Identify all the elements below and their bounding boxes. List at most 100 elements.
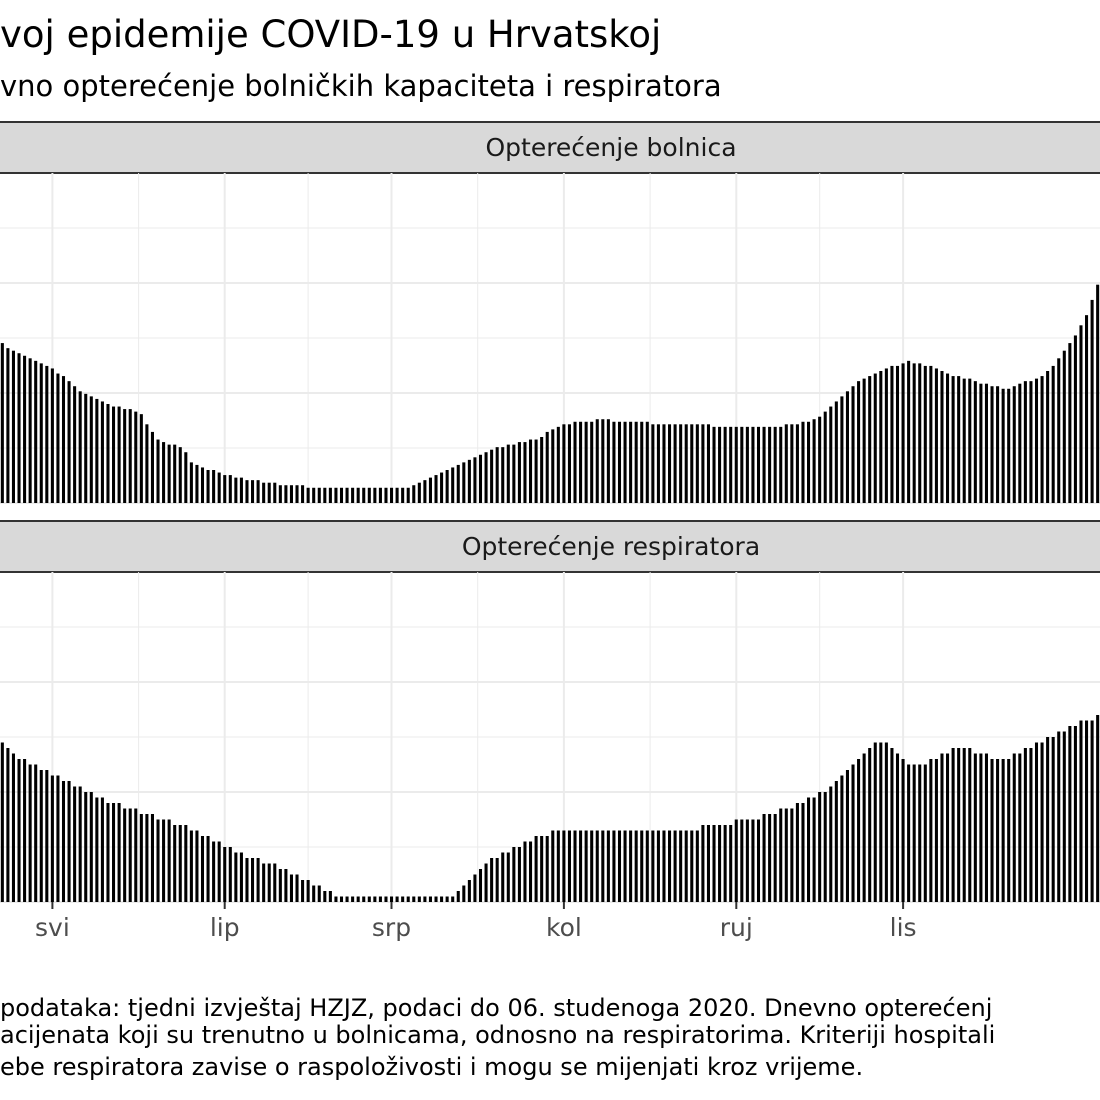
- bar: [1034, 742, 1039, 902]
- bar: [756, 426, 761, 503]
- bar: [1096, 715, 1100, 902]
- bar: [745, 426, 749, 503]
- bar: [857, 759, 861, 902]
- bar: [823, 792, 827, 902]
- bar: [112, 406, 116, 503]
- bar: [829, 406, 833, 503]
- bar: [23, 355, 27, 503]
- bar: [334, 487, 338, 503]
- bar: [946, 373, 950, 503]
- bar: [1029, 748, 1033, 902]
- bar: [34, 360, 38, 503]
- bar: [745, 819, 749, 902]
- bar: [1001, 759, 1005, 902]
- bar: [11, 753, 15, 902]
- bar: [562, 424, 566, 503]
- bar: [634, 421, 638, 503]
- bar: [984, 383, 988, 503]
- bar: [251, 858, 255, 902]
- bar: [662, 424, 666, 503]
- bar: [679, 424, 683, 503]
- bar: [573, 830, 577, 902]
- bar: [73, 386, 77, 503]
- facet-strip-hospital: [0, 121, 1100, 174]
- bar: [134, 808, 138, 902]
- bar: [517, 847, 521, 902]
- bar: [128, 409, 132, 503]
- bar: [812, 419, 816, 503]
- bar: [706, 424, 710, 503]
- bar: [634, 830, 638, 902]
- bar: [490, 858, 494, 902]
- bar: [1079, 720, 1083, 902]
- caption-line-1: podataka: tjedni izvještaj HZJZ, podaci …: [0, 994, 992, 1022]
- bar: [551, 429, 555, 503]
- bar: [339, 896, 344, 902]
- bar: [228, 475, 232, 503]
- bar: [701, 825, 705, 902]
- bar: [951, 376, 955, 503]
- bar: [551, 830, 555, 902]
- bar: [239, 477, 243, 503]
- bar: [73, 786, 77, 902]
- bar: [1079, 325, 1083, 503]
- bar: [1040, 742, 1044, 902]
- bar: [34, 764, 38, 902]
- bar: [45, 365, 49, 503]
- bar: [973, 753, 977, 902]
- bar: [996, 759, 1000, 902]
- bar: [406, 487, 410, 503]
- bar: [412, 485, 416, 503]
- bar: [50, 775, 54, 902]
- bar: [957, 376, 961, 503]
- bar: [128, 808, 132, 902]
- bar: [195, 830, 199, 902]
- bar: [317, 487, 321, 503]
- bar: [289, 874, 293, 902]
- bar: [984, 753, 988, 902]
- bar: [718, 426, 722, 503]
- bar: [629, 421, 633, 503]
- bar: [189, 462, 193, 503]
- panel-grid-hospital: [0, 173, 1100, 504]
- bar: [573, 421, 577, 503]
- bar: [356, 896, 360, 902]
- bar: [606, 830, 610, 902]
- bar: [150, 814, 154, 902]
- bar: [834, 781, 838, 902]
- facet-ventilator-load: Opterećenje respiratora: [0, 520, 1100, 903]
- bar: [845, 770, 849, 902]
- bar: [267, 863, 271, 902]
- bar: [1001, 388, 1005, 503]
- bar: [173, 825, 177, 902]
- bar: [67, 781, 71, 902]
- bar: [139, 414, 143, 503]
- bar: [918, 363, 922, 503]
- bar: [656, 424, 660, 503]
- bar: [740, 426, 744, 503]
- bar: [823, 411, 827, 503]
- bar: [206, 836, 210, 902]
- bar: [23, 759, 27, 902]
- bar: [601, 419, 605, 503]
- bar: [868, 376, 872, 503]
- bar: [851, 386, 855, 503]
- bar: [1012, 386, 1016, 503]
- bar: [123, 808, 127, 902]
- bar: [173, 444, 177, 503]
- bar: [756, 819, 761, 902]
- bar: [723, 825, 727, 902]
- bar: [334, 896, 338, 902]
- bar: [467, 880, 471, 902]
- bar: [61, 376, 66, 503]
- bar: [868, 748, 872, 902]
- bar: [901, 759, 905, 902]
- bar: [317, 885, 321, 902]
- bar: [495, 858, 499, 902]
- bar: [28, 358, 32, 503]
- bar: [1023, 381, 1027, 503]
- bar: [295, 485, 299, 503]
- bar: [228, 847, 232, 902]
- bar: [373, 896, 377, 902]
